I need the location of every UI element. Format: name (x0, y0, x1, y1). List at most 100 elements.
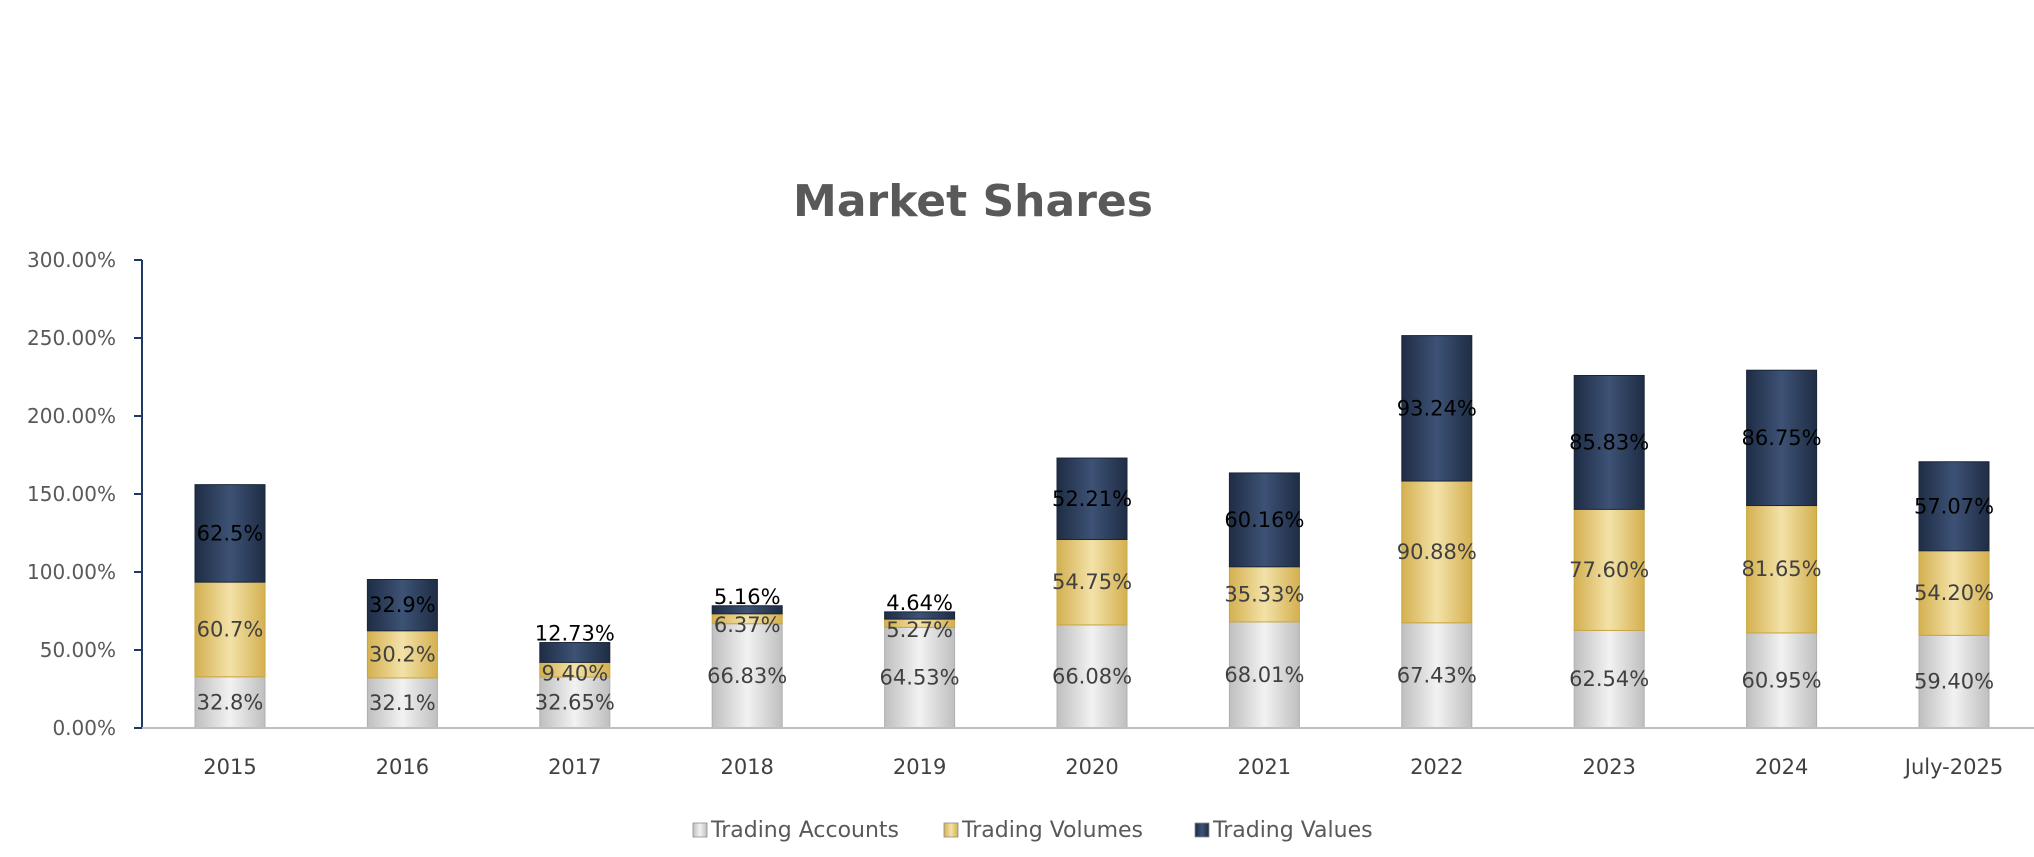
x-axis: 2015 2016 2017 2018 2019 2020 2021 2022 2023 2024… (142, 727, 2034, 779)
data-label: 54.20% (1914, 581, 1994, 605)
x-tick-label: 2020 (1065, 755, 1118, 779)
x-tick-label: July-2025 (1903, 755, 2003, 779)
data-label: 62.54% (1569, 667, 1649, 691)
bar-segment (366, 677, 438, 729)
bar-segment (1056, 539, 1128, 626)
x-tick-label: 2015 (203, 755, 256, 779)
legend-label: Trading Accounts (710, 818, 899, 843)
legend-item: Trading Accounts (692, 818, 899, 843)
data-label: 62.5% (197, 521, 264, 545)
x-tick-label: 2024 (1755, 755, 1808, 779)
data-label: 64.53% (880, 666, 960, 690)
bar-segment (194, 581, 266, 678)
x-tick-label: 2018 (720, 755, 773, 779)
bar-stack: 66.83% 6.37% 5.16% (707, 585, 787, 729)
y-tick-label: 150.00% (27, 482, 116, 506)
data-label: 32.9% (369, 593, 436, 617)
y-tick-label: 250.00% (27, 326, 116, 350)
data-label: 85.83% (1569, 430, 1649, 454)
bar-stack: 68.01% 35.33% 60.16% (1224, 472, 1304, 729)
bar-segment (1401, 335, 1473, 482)
y-axis: 0.00% 50.00% 100.00% 150.00% 200.00% 250.00% 3… (27, 248, 143, 740)
legend-label: Trading Volumes (961, 818, 1143, 843)
data-label: 52.21% (1052, 487, 1132, 511)
data-label: 12.73% (535, 622, 615, 646)
bar-stack: 64.53% 5.27% 4.64% (880, 591, 960, 729)
data-label: 81.65% (1742, 557, 1822, 581)
data-label: 60.7% (197, 617, 264, 641)
data-label: 66.83% (707, 664, 787, 688)
data-label: 54.75% (1052, 570, 1132, 594)
bar-segment (1918, 461, 1990, 552)
bar-segment (1401, 622, 1473, 729)
x-tick-label: 2023 (1582, 755, 1635, 779)
bar-stack: 67.43% 90.88% 93.24% (1397, 335, 1477, 729)
data-label: 32.1% (369, 691, 436, 715)
bar-stack: 59.40% 54.20% 57.07% (1914, 461, 1994, 729)
bar-segment (366, 578, 438, 632)
data-label: 68.01% (1224, 663, 1304, 687)
bar-segment (194, 484, 266, 583)
data-label: 60.16% (1224, 508, 1304, 532)
data-label: 93.24% (1397, 396, 1477, 420)
data-label: 5.16% (714, 585, 781, 609)
bar-segment (366, 630, 438, 679)
data-label: 5.27% (886, 618, 953, 642)
y-tick-label: 200.00% (27, 404, 116, 428)
legend-item: Trading Volumes (943, 818, 1143, 843)
data-label: 6.37% (714, 613, 781, 637)
data-label: 60.95% (1742, 668, 1822, 692)
data-label: 57.07% (1914, 494, 1994, 518)
bar-segment (1746, 632, 1818, 729)
bar-stack: 32.1% 30.2% 32.9% (366, 578, 438, 729)
bar-stack: 32.8% 60.7% 62.5% (194, 484, 266, 729)
bar-stack: 66.08% 54.75% 52.21% (1052, 457, 1132, 729)
y-tick-label: 300.00% (27, 248, 116, 272)
y-tick-label: 0.00% (52, 716, 116, 740)
data-label: 35.33% (1224, 582, 1304, 606)
legend-label: Trading Values (1212, 818, 1373, 843)
data-label: 4.64% (886, 591, 953, 615)
bar-segment (1401, 480, 1473, 624)
bar-segment (1918, 550, 1990, 636)
chart-title: Market Shares (793, 176, 1153, 227)
bar-segment (711, 623, 783, 729)
x-tick-label: 2017 (548, 755, 601, 779)
bar-segment (711, 605, 783, 615)
bar-segment (1746, 369, 1818, 507)
y-tick-label: 50.00% (40, 638, 116, 662)
bar-segment (1228, 472, 1300, 568)
x-tick-label: 2022 (1410, 755, 1463, 779)
data-label: 90.88% (1397, 540, 1477, 564)
x-tick-label: 2016 (376, 755, 429, 779)
bars: 32.8% 60.7% 62.5% 32.1% 30.2% 32.9% 32.65% 9.40… (194, 335, 1994, 729)
data-label: 67.43% (1397, 663, 1477, 687)
legend-swatch (1194, 822, 1210, 838)
legend-swatch (943, 822, 959, 838)
x-tick-label: 2019 (893, 755, 946, 779)
x-tick-label: 2021 (1238, 755, 1291, 779)
y-tick-label: 100.00% (27, 560, 116, 584)
data-label: 30.2% (369, 642, 436, 666)
bar-stack: 32.65% 9.40% 12.73% (535, 622, 615, 729)
data-label: 66.08% (1052, 664, 1132, 688)
bar-segment (1746, 505, 1818, 634)
data-label: 86.75% (1742, 426, 1822, 450)
data-label: 77.60% (1569, 558, 1649, 582)
bar-segment (1056, 457, 1128, 541)
bar-segment (1573, 508, 1645, 631)
legend-item: Trading Values (1194, 818, 1373, 843)
bar-stack: 62.54% 77.60% 85.83% (1569, 374, 1649, 729)
data-label: 59.40% (1914, 670, 1994, 694)
bar-segment (884, 611, 956, 620)
bar-segment (1056, 624, 1128, 729)
legend-swatch (692, 822, 708, 838)
data-label: 9.40% (541, 661, 608, 685)
bar-stack: 60.95% 81.65% 86.75% (1742, 369, 1822, 729)
legend: Trading Accounts Trading Volumes Trading V… (692, 818, 1373, 843)
bar-segment (194, 676, 266, 729)
bar-segment (539, 642, 611, 663)
bar-segment (884, 626, 956, 729)
bar-segment (1573, 374, 1645, 510)
